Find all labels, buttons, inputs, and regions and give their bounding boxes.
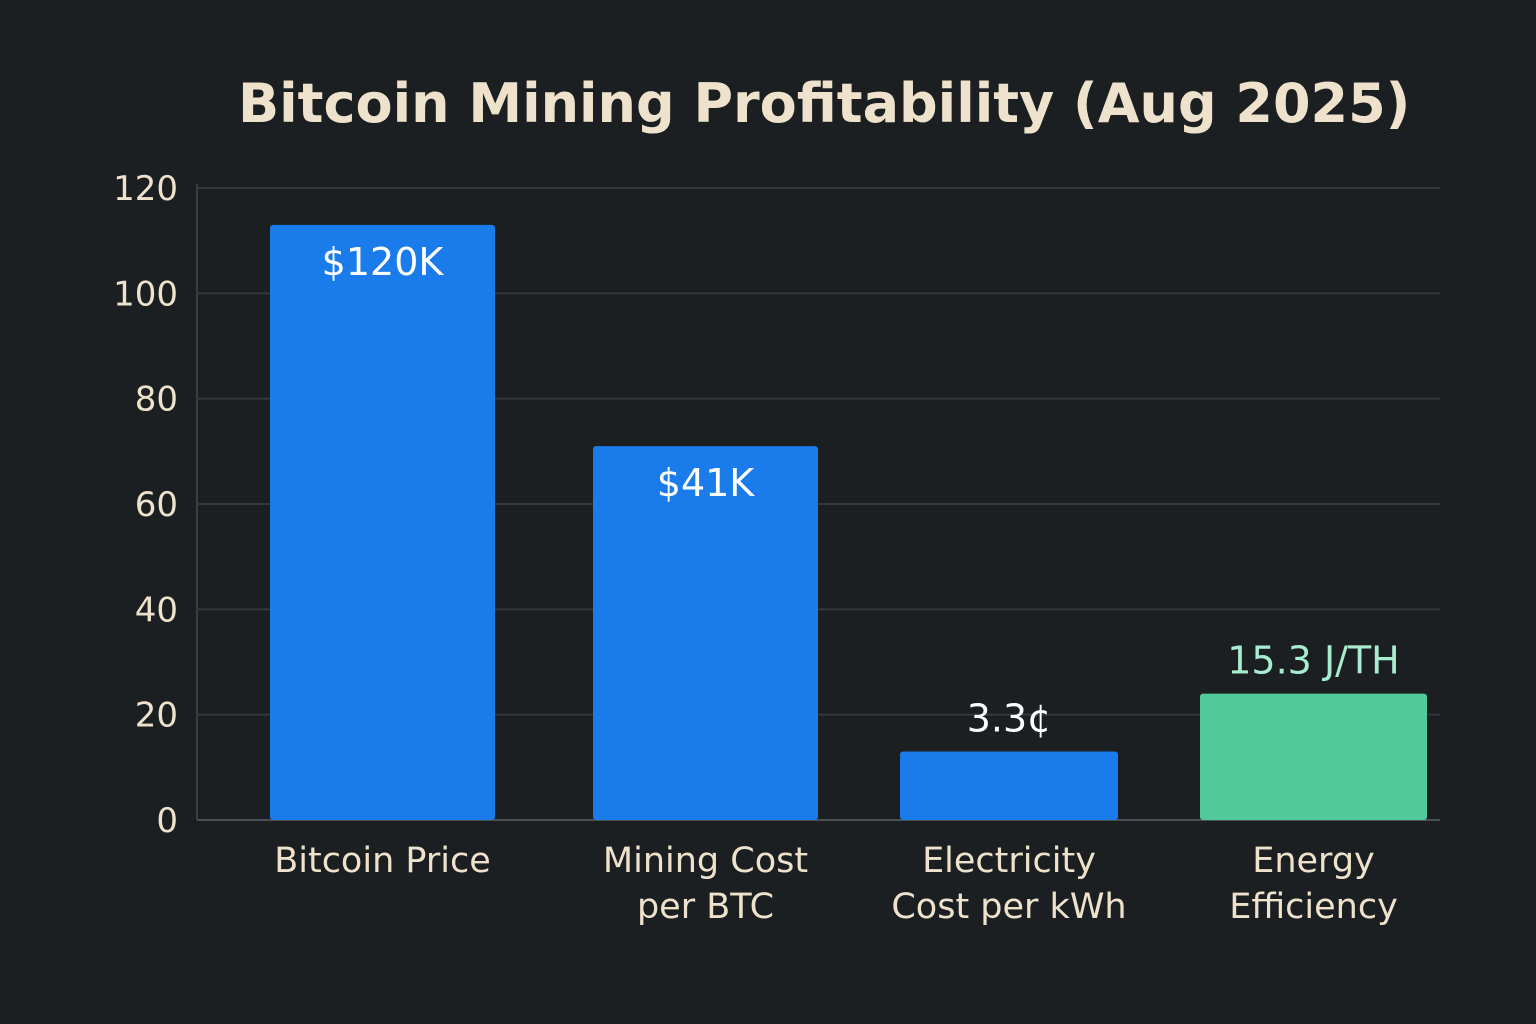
x-tick-label: Bitcoin Price	[274, 841, 491, 881]
y-tick-label: 60	[135, 485, 178, 525]
y-tick-label: 80	[135, 380, 178, 420]
chart-title: Bitcoin Mining Profitability (Aug 2025)	[238, 72, 1411, 135]
x-tick-label: Energy Efficiency	[1229, 841, 1398, 927]
data-label: $120K	[322, 240, 445, 284]
bar	[270, 224, 495, 820]
x-tick-label: Electricity Cost per kWh	[891, 841, 1126, 927]
y-tick-label: 0	[156, 801, 178, 841]
y-tick-label: 20	[135, 696, 178, 736]
bar	[900, 751, 1118, 820]
bar	[593, 446, 818, 820]
data-label: $41K	[657, 461, 756, 505]
y-tick-label: 40	[135, 590, 178, 630]
data-label: 15.3 J/TH	[1227, 639, 1399, 683]
y-tick-label: 100	[113, 274, 178, 314]
y-tick-label: 120	[113, 169, 178, 209]
x-tick-label: Mining Cost per BTC	[603, 841, 808, 927]
data-label: 3.3¢	[967, 697, 1052, 741]
bar	[1200, 693, 1427, 820]
